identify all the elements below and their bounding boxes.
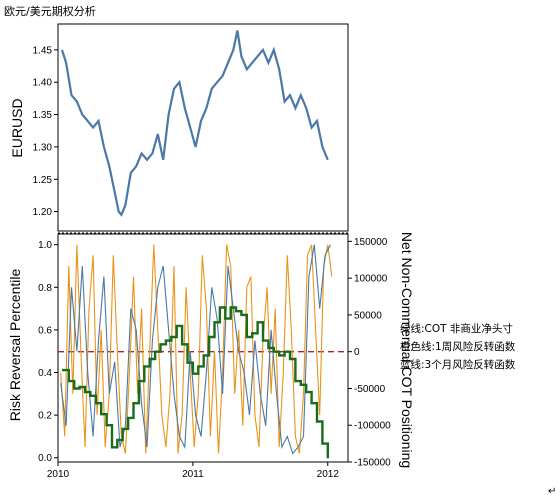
eurusd-y-label: EURUSD xyxy=(9,98,25,157)
cot-y-label: Net Non-Commercial COT Positioning xyxy=(399,232,415,468)
legend-item-cot: 绿线:COT 非商业净头寸 xyxy=(400,322,513,335)
footer-mark: ↵ xyxy=(548,486,556,497)
risk-reversal-series xyxy=(60,244,333,459)
rr-ytick-label: 0.8 xyxy=(38,283,52,294)
cot-ytick-label: -50000 xyxy=(354,384,386,395)
eurusd-ytick-label: 1.40 xyxy=(33,78,53,89)
cot-line xyxy=(62,306,329,459)
cot-ytick-label: -150000 xyxy=(354,458,391,469)
xtick-label: 2010 xyxy=(47,469,70,480)
eurusd-line xyxy=(60,30,329,217)
xtick-label: 2012 xyxy=(317,469,340,480)
rr-y-axis: 0.0 0.2 0.4 0.6 0.8 1.0 xyxy=(38,240,58,464)
xtick-label: 2011 xyxy=(182,469,204,480)
cot-ytick-label: 50000 xyxy=(354,310,382,321)
rr-1w-line xyxy=(60,244,333,454)
eurusd-ytick-label: 1.20 xyxy=(33,207,53,218)
cot-ytick-label: -100000 xyxy=(354,421,391,432)
x-axis: 2010 2011 2012 xyxy=(47,462,339,480)
cot-ytick-label: 150000 xyxy=(354,237,388,248)
cot-ytick-label: 100000 xyxy=(354,274,388,285)
rr-ytick-label: 0.6 xyxy=(38,325,52,336)
rr-3m-line xyxy=(60,244,331,455)
eurusd-y-axis: 1.20 1.25 1.30 1.35 1.40 1.45 xyxy=(33,45,58,218)
eurusd-ytick-label: 1.45 xyxy=(33,45,53,56)
eurusd-ytick-label: 1.30 xyxy=(33,142,53,153)
rr-panel-frame xyxy=(57,233,349,463)
eurusd-ytick-label: 1.25 xyxy=(33,175,53,186)
eurusd-panel-frame xyxy=(57,23,349,232)
eurusd-ytick-label: 1.35 xyxy=(33,110,53,121)
legend: 绿线:COT 非商业净头寸 橙色线:1周风险反转函数 蓝线:3个月风险反转函数 xyxy=(400,322,516,371)
rr-ytick-label: 0.4 xyxy=(38,368,52,379)
rr-y-label: Risk Reversal Percentile xyxy=(7,269,23,422)
eurusd-series xyxy=(60,30,329,217)
rr-ytick-label: 0.2 xyxy=(38,411,52,422)
rr-ytick-label: 1.0 xyxy=(38,240,52,251)
page-title: 欧元/美元期权分析 xyxy=(4,4,96,18)
cot-y-axis: -150000 -100000 -50000 0 50000 100000 150000 xyxy=(348,237,391,469)
legend-item-3m: 蓝线:3个月风险反转函数 xyxy=(400,358,516,371)
cot-ytick-label: 0 xyxy=(354,347,360,358)
legend-item-1w: 橙色线:1周风险反转函数 xyxy=(400,340,516,353)
rr-ytick-label: 0.0 xyxy=(38,453,52,464)
